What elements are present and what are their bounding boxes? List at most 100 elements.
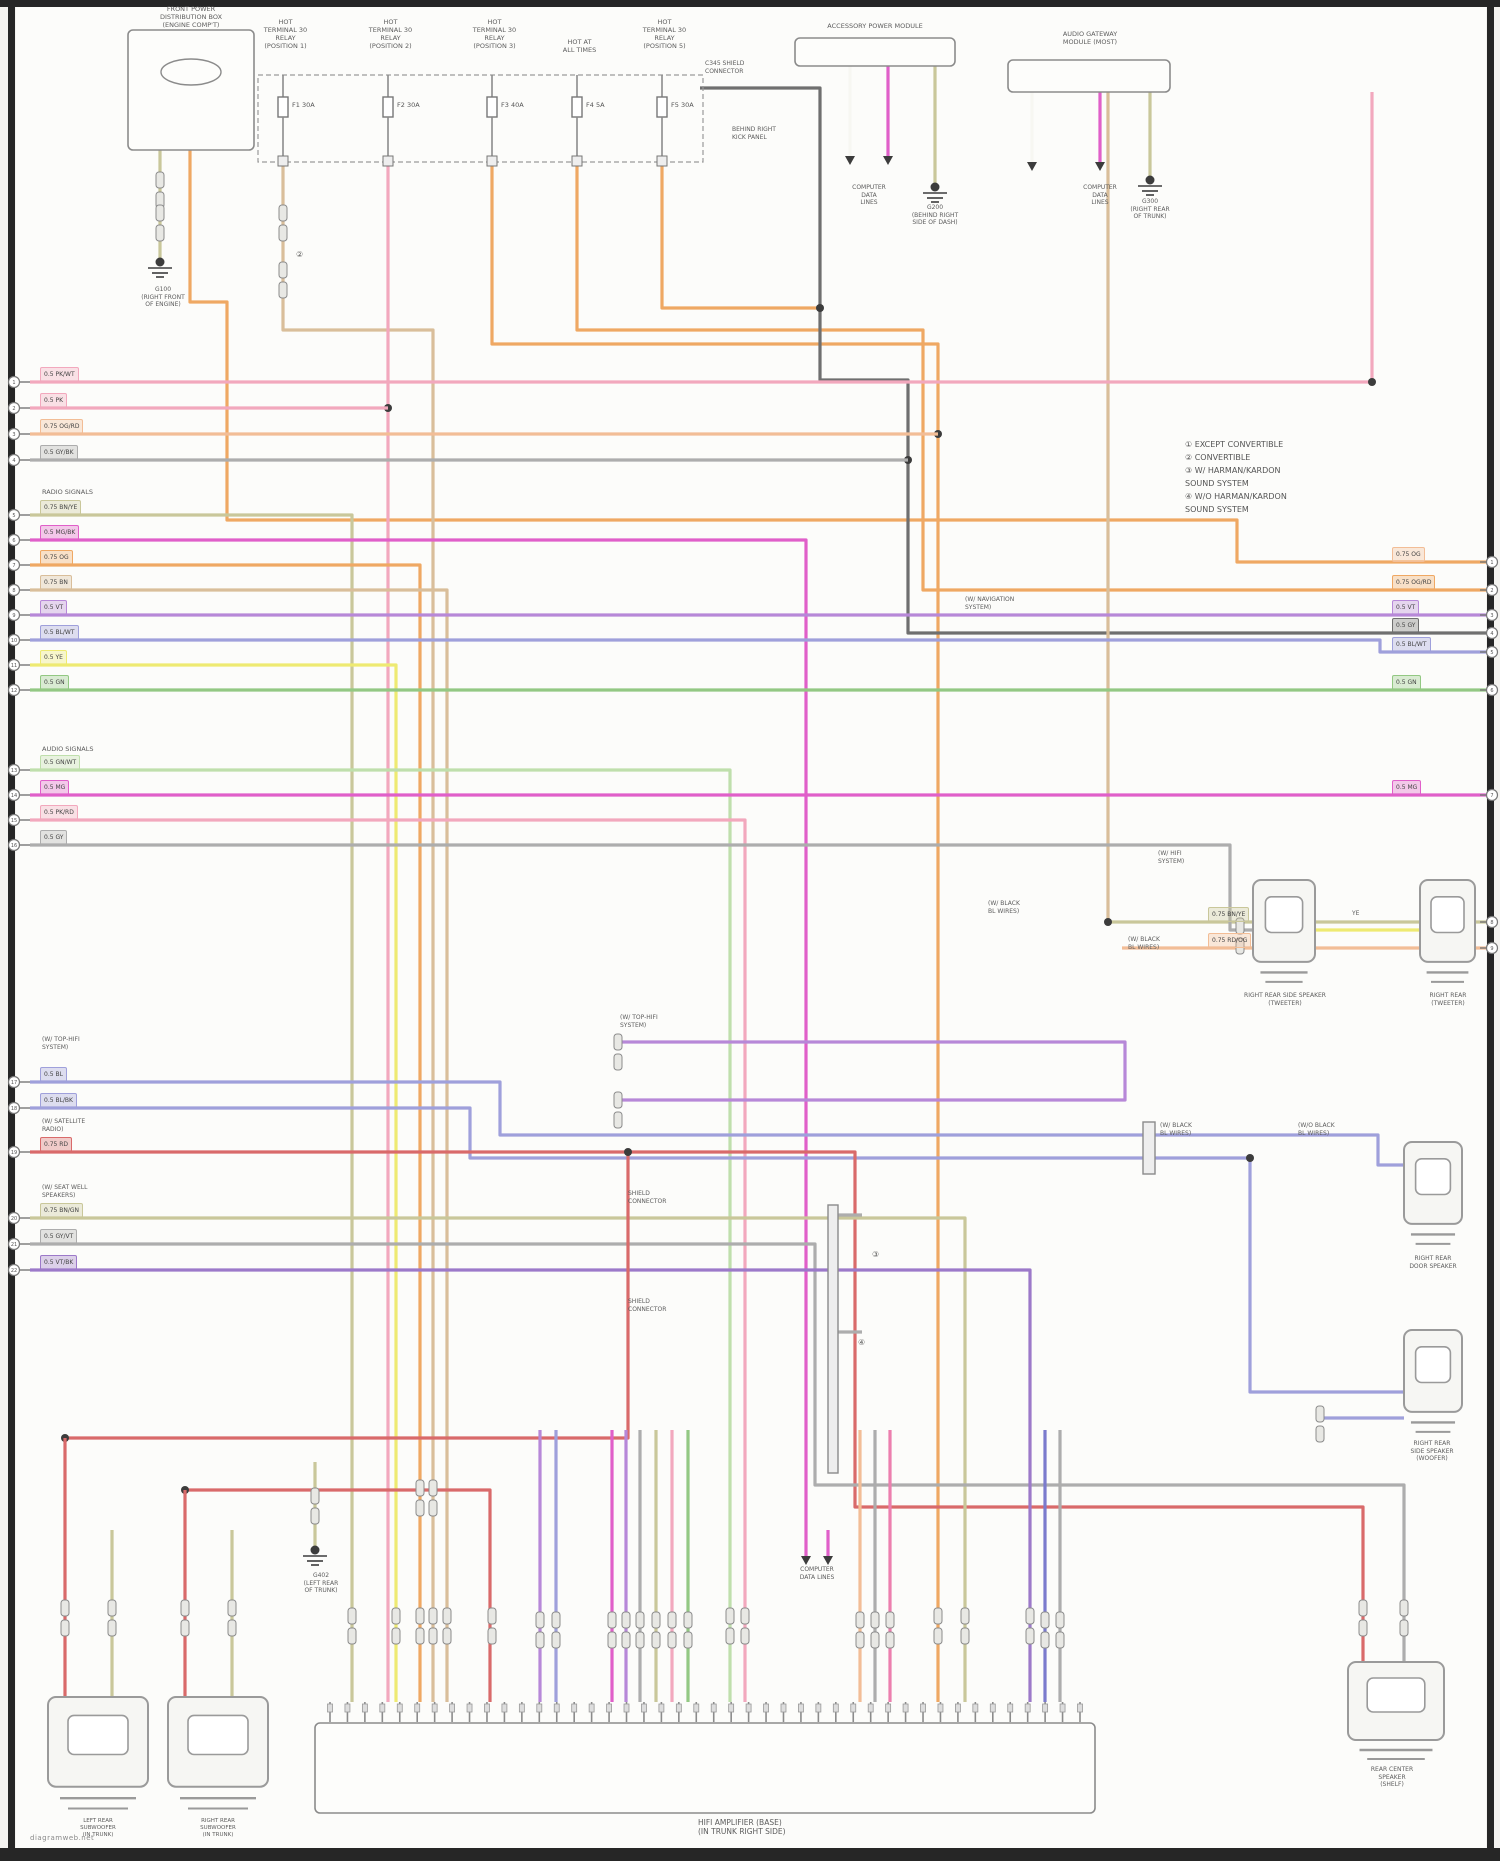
pin-circle bbox=[1485, 626, 1499, 640]
inline-connector bbox=[885, 1611, 895, 1629]
wire-code-label: 0.5 YE bbox=[40, 650, 67, 665]
wire-gray bbox=[30, 843, 1253, 932]
inline-connector bbox=[635, 1611, 645, 1629]
pin-number: 1 bbox=[1490, 560, 1493, 566]
inline-connector bbox=[180, 1619, 190, 1637]
inline-connector bbox=[278, 224, 288, 242]
ground-dot bbox=[1145, 175, 1155, 185]
fuse-icon bbox=[277, 96, 289, 118]
wire-code-label: 0.75 OG/RD bbox=[40, 419, 84, 434]
wire-orange bbox=[490, 162, 940, 1702]
inline-connector bbox=[227, 1619, 237, 1637]
inline-connector bbox=[155, 224, 165, 242]
inline-connector bbox=[278, 261, 288, 279]
wire-code-label: 0.5 BL/WT bbox=[1392, 637, 1431, 652]
connector-pin bbox=[571, 155, 583, 167]
inline-connector bbox=[180, 1599, 190, 1617]
diagram-label: FRONT POWER DISTRIBUTION BOX (ENGINE COMP'… bbox=[159, 5, 223, 30]
wire-orange bbox=[188, 150, 1486, 564]
amp-pin-contact bbox=[972, 1703, 979, 1713]
diagram-label: C345 SHIELD CONNECTOR bbox=[705, 60, 745, 75]
inline-connector bbox=[683, 1631, 693, 1649]
fuse-label: F2 30A bbox=[397, 101, 420, 109]
pin-number: 9 bbox=[1490, 946, 1493, 952]
amp-pin-contact bbox=[902, 1703, 909, 1713]
inline-connector bbox=[310, 1507, 320, 1525]
pin-circle bbox=[7, 375, 21, 389]
wire-code-label: 0.75 BN/YE bbox=[1208, 907, 1250, 922]
wire-code-label: 0.5 MG/BK bbox=[40, 525, 80, 540]
wire-code-label: 0.5 BL/WT bbox=[40, 625, 79, 640]
diagram-label: G402 (LEFT REAR OF TRUNK) bbox=[303, 1572, 339, 1594]
wire-code-label: 0.5 GN bbox=[40, 675, 69, 690]
pin-number: 3 bbox=[12, 432, 15, 438]
pin-number: 22 bbox=[11, 1268, 17, 1274]
wire-code-label: 0.5 VT bbox=[1392, 600, 1420, 615]
arrow-icon bbox=[883, 156, 893, 165]
wire-violet bbox=[618, 1040, 1127, 1102]
inline-connector bbox=[870, 1631, 880, 1649]
fuse-icon bbox=[656, 96, 668, 118]
pin-number: 2 bbox=[1490, 588, 1493, 594]
inline-connector bbox=[442, 1607, 452, 1625]
pin-circle bbox=[7, 427, 21, 441]
power-distribution-box bbox=[127, 29, 255, 151]
inline-connector bbox=[391, 1627, 401, 1645]
amp-pin-contact bbox=[1077, 1703, 1083, 1713]
pin-number: 10 bbox=[11, 638, 17, 644]
pin-number: 18 bbox=[11, 1106, 17, 1112]
wire-peri bbox=[1155, 1156, 1404, 1394]
amp-pin-contact bbox=[361, 1703, 368, 1713]
wire-code-label: 0.5 MG bbox=[40, 780, 70, 795]
inline-connector bbox=[535, 1631, 545, 1649]
wire-peri bbox=[30, 1080, 1143, 1137]
diagram-label: AUDIO GATEWAY MODULE (MOST) bbox=[1062, 30, 1118, 47]
inline-connector bbox=[870, 1611, 880, 1629]
wire-code-label: 0.75 OG bbox=[1392, 547, 1425, 562]
pin-number: 7 bbox=[1490, 793, 1493, 799]
diagram-label: RIGHT REAR SIDE SPEAKER (TWEETER) bbox=[1244, 992, 1326, 1007]
wire-code-label: 0.5 BL/BK bbox=[40, 1093, 77, 1108]
wire-yellow bbox=[30, 663, 398, 1702]
inline-connector-bar bbox=[1142, 1121, 1156, 1175]
inline-connector bbox=[347, 1627, 357, 1645]
wire-redder bbox=[65, 1152, 630, 1440]
inline-connector bbox=[415, 1627, 425, 1645]
pin-circle bbox=[7, 1263, 21, 1277]
arrow-icon bbox=[823, 1556, 833, 1565]
inline-connector bbox=[1040, 1611, 1050, 1629]
pin-number: 5 bbox=[12, 513, 15, 519]
pin-circle bbox=[1485, 683, 1499, 697]
inline-connector bbox=[607, 1631, 617, 1649]
pin-number: 13 bbox=[11, 768, 17, 774]
inline-connector bbox=[613, 1053, 623, 1071]
inline-connector bbox=[278, 281, 288, 299]
connector-pin bbox=[486, 155, 498, 167]
diagram-label: RIGHT REAR (TWEETER) bbox=[1429, 992, 1467, 1007]
diagram-label: COMPUTER DATA LINES bbox=[1083, 184, 1117, 206]
diagram-label: SHIELD CONNECTOR bbox=[628, 1298, 667, 1313]
amp-pin-contact bbox=[850, 1703, 857, 1713]
inline-connector bbox=[725, 1607, 735, 1625]
diagram-label: SHIELD CONNECTOR bbox=[628, 1190, 667, 1205]
pin-circle bbox=[7, 583, 21, 597]
frame-top bbox=[0, 0, 1500, 7]
inline-connector bbox=[933, 1627, 943, 1645]
amp-pin-contact bbox=[327, 1703, 333, 1713]
amp-pin-contact bbox=[885, 1703, 892, 1713]
diagram-label: HOT TERMINAL 30 RELAY (POSITION 2) bbox=[368, 18, 413, 51]
inline-connector bbox=[487, 1607, 497, 1625]
diagram-label: (W/ HIFI SYSTEM) bbox=[1158, 850, 1185, 865]
arrow-icon bbox=[1027, 162, 1037, 171]
wire-code-label: 0.5 VT bbox=[40, 600, 68, 615]
wire-orange bbox=[30, 563, 422, 1702]
wire-code-label: 0.5 GN bbox=[1392, 675, 1421, 690]
pin-number: 2 bbox=[12, 406, 15, 412]
pin-number: 4 bbox=[12, 458, 15, 464]
amp-pin-contact bbox=[675, 1703, 682, 1713]
pin-number: 1 bbox=[12, 380, 15, 386]
pin-circle bbox=[7, 1237, 21, 1251]
inline-connector bbox=[1025, 1627, 1035, 1645]
notes-legend: ① EXCEPT CONVERTIBLE ② CONVERTIBLE ③ W/ HA… bbox=[1185, 440, 1287, 518]
wire-code-label: 0.75 BN/YE bbox=[40, 500, 82, 515]
